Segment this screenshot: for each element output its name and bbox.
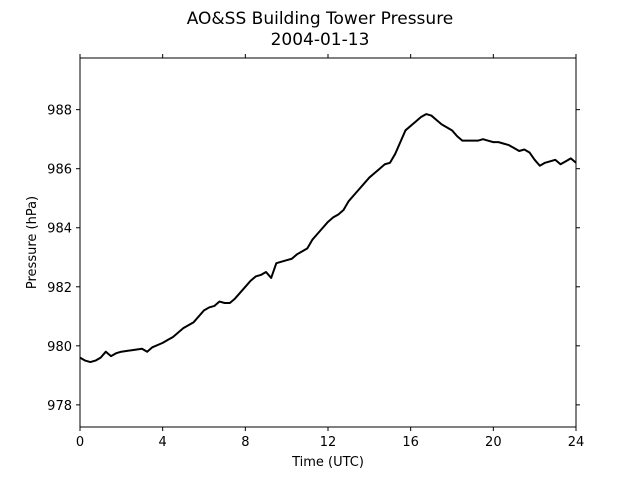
chart-subtitle: 2004-01-13: [271, 30, 370, 50]
x-axis-label: Time (UTC): [291, 455, 364, 470]
y-axis-label: Pressure (hPa): [25, 196, 40, 289]
y-tick-label: 980: [47, 340, 72, 355]
chart-title: AO&SS Building Tower Pressure: [187, 9, 454, 29]
y-tick-label: 978: [47, 399, 72, 414]
y-tick-label: 988: [47, 104, 72, 119]
y-tick-label: 984: [47, 222, 72, 237]
y-tick-label: 986: [47, 163, 72, 178]
x-tick-label: 8: [241, 435, 249, 450]
y-tick-label: 982: [47, 281, 72, 296]
pressure-line: [79, 113, 577, 364]
x-tick-label: 16: [402, 435, 419, 450]
plot-frame: [79, 57, 577, 428]
x-axis: 0 4 8 12 16 20 24: [76, 54, 584, 450]
x-tick-label: 24: [568, 435, 585, 450]
x-tick-label: 4: [159, 435, 167, 450]
y-axis: 978 980 982 984 986 988: [47, 104, 580, 414]
x-tick-label: 20: [485, 435, 502, 450]
x-tick-label: 12: [320, 435, 337, 450]
x-tick-label: 0: [76, 435, 84, 450]
